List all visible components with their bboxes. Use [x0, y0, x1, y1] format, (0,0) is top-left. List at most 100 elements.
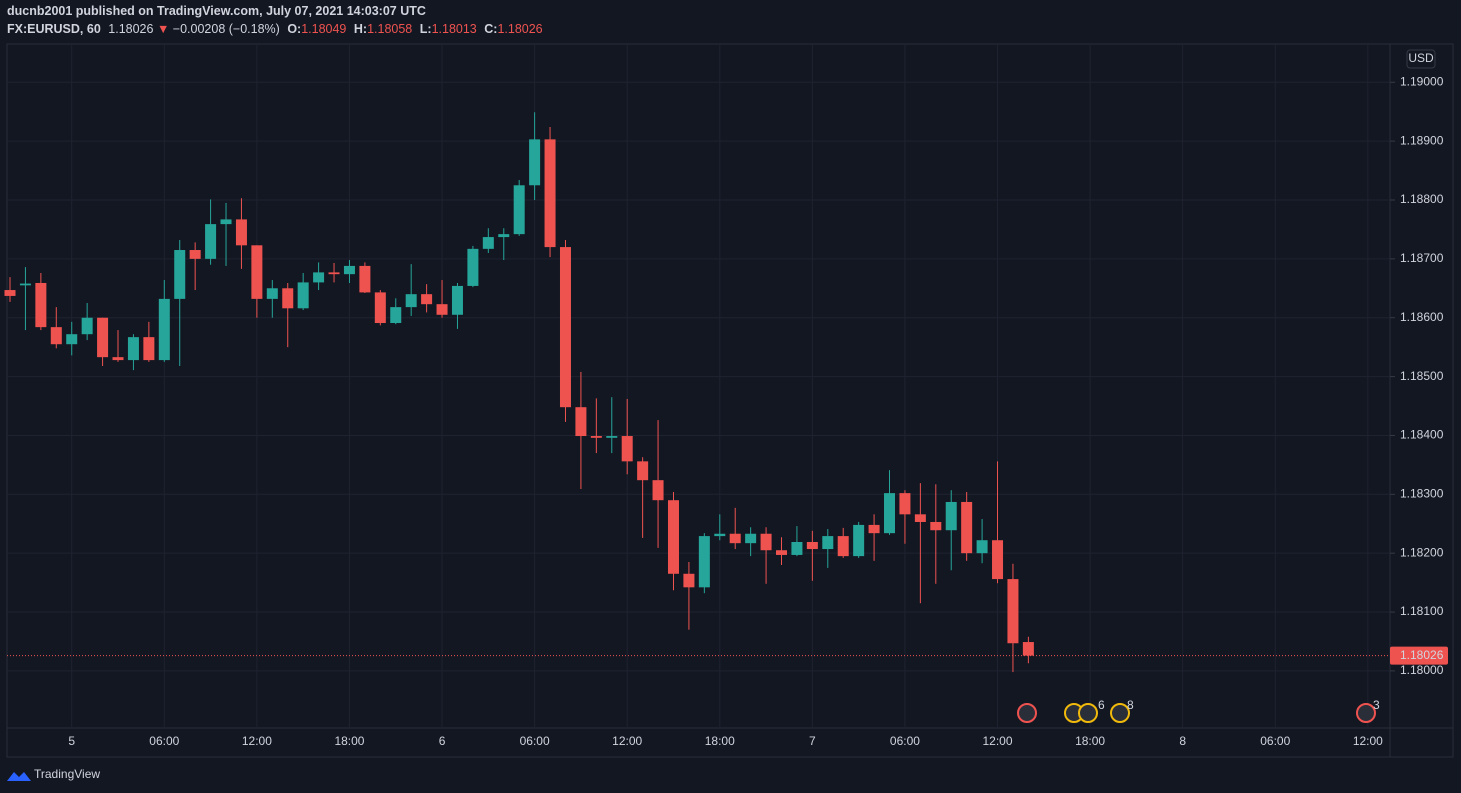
candle-body	[976, 540, 988, 554]
candle-body	[50, 327, 62, 345]
candle-body	[143, 337, 155, 361]
candle-body	[436, 304, 448, 315]
grid	[7, 44, 1390, 728]
candle-body	[806, 541, 818, 550]
x-tick-label: 06:00	[1260, 734, 1290, 748]
event-icon[interactable]	[1356, 703, 1376, 723]
x-tick-label: 18:00	[334, 734, 364, 748]
c: 1.18026	[497, 22, 542, 36]
candle-body	[729, 533, 741, 544]
candle-body	[282, 288, 294, 309]
c-label: C:	[484, 22, 497, 36]
publisher: ducnb2001 published on TradingView.com, …	[7, 4, 426, 18]
candle-body	[19, 283, 31, 286]
candle-body	[421, 294, 433, 305]
candle-body	[667, 500, 679, 574]
candle-body	[390, 307, 402, 324]
candle-body	[35, 282, 47, 328]
y-tick-label: 1.18600	[1400, 310, 1444, 324]
y-tick-label: 1.19000	[1400, 74, 1444, 88]
candle-body	[930, 521, 942, 531]
x-tick-label: 06:00	[520, 734, 550, 748]
candle-body	[405, 294, 417, 308]
candle-body	[374, 292, 386, 324]
candle-body	[97, 317, 109, 358]
x-tick-label: 18:00	[1075, 734, 1105, 748]
candle-body	[884, 493, 896, 534]
candle-body	[714, 533, 726, 537]
candle-body	[776, 550, 787, 555]
candle-body	[112, 357, 124, 361]
event-icon[interactable]	[1078, 703, 1098, 723]
l-label: L:	[420, 22, 432, 36]
y-tick-label: 1.18700	[1400, 251, 1444, 265]
candle-body	[652, 480, 664, 501]
candle-body	[606, 436, 618, 438]
candle-body	[513, 185, 525, 235]
candle-body	[853, 524, 865, 557]
y-tick-label: 1.18000	[1400, 663, 1444, 677]
h-label: H:	[354, 22, 367, 36]
x-tick-label: 18:00	[705, 734, 735, 748]
candle-body	[266, 288, 278, 299]
symbol: FX:EURUSD, 60	[7, 22, 101, 36]
candle-body	[127, 337, 139, 361]
arrow: ▼	[157, 22, 169, 36]
candles	[4, 112, 1034, 673]
event-badge: 3	[1373, 698, 1380, 712]
candle-body	[992, 540, 1004, 580]
o-label: O:	[287, 22, 301, 36]
candle-body	[220, 219, 232, 225]
candle-body	[205, 224, 217, 259]
currency: USD	[1408, 51, 1434, 65]
candle-body	[66, 334, 78, 345]
event-icon[interactable]	[1017, 703, 1037, 723]
last-price-label: 1.18026	[1400, 648, 1444, 662]
candle-body	[575, 407, 587, 437]
l: 1.18013	[432, 22, 477, 36]
candle-body	[251, 245, 263, 299]
chart-frame	[6, 43, 1454, 758]
y-tick-label: 1.18800	[1400, 192, 1444, 206]
candle-body	[868, 524, 880, 534]
brand-logo	[7, 772, 31, 781]
x-tick-label: 6	[439, 734, 446, 748]
candle-body	[544, 139, 556, 248]
x-tick-label: 7	[809, 734, 816, 748]
event-badge: 8	[1127, 698, 1134, 712]
x-tick-label: 12:00	[242, 734, 272, 748]
x-tick-label: 5	[68, 734, 75, 748]
event-markers: 6 8 3	[1017, 698, 1380, 723]
candle-body	[359, 265, 371, 293]
candle-body	[961, 501, 973, 554]
candle-body	[343, 265, 355, 275]
x-tick-label: 06:00	[149, 734, 179, 748]
candle-body	[498, 234, 510, 238]
price: 1.18026	[108, 22, 153, 36]
legend: FX:EURUSD, 60 1.18026 ▼ −0.00208 (−0.18%…	[7, 22, 543, 36]
x-tick-label: 8	[1179, 734, 1186, 748]
event-icon[interactable]	[1110, 703, 1130, 723]
candle-body	[4, 290, 16, 296]
candle-body	[189, 250, 201, 259]
last-price-box	[1390, 646, 1448, 665]
h: 1.18058	[367, 22, 412, 36]
y-tick-label: 1.18300	[1400, 486, 1444, 500]
candle-body	[1007, 579, 1019, 644]
y-tick-label: 1.18100	[1400, 604, 1444, 618]
candle-body	[467, 248, 479, 286]
candle-body	[791, 541, 803, 555]
candle-body	[529, 139, 541, 186]
candle-body	[822, 536, 834, 550]
change: −0.00208 (−0.18%)	[173, 22, 280, 36]
candle-body	[328, 272, 340, 275]
event-badge: 6	[1098, 698, 1105, 712]
brand[interactable]: TradingView	[34, 767, 100, 781]
candle-body	[313, 272, 325, 283]
candle-body	[81, 317, 93, 335]
candle-body	[914, 514, 926, 522]
x-tick-label: 12:00	[983, 734, 1013, 748]
x-tick-label: 12:00	[612, 734, 642, 748]
candle-body	[482, 237, 494, 249]
